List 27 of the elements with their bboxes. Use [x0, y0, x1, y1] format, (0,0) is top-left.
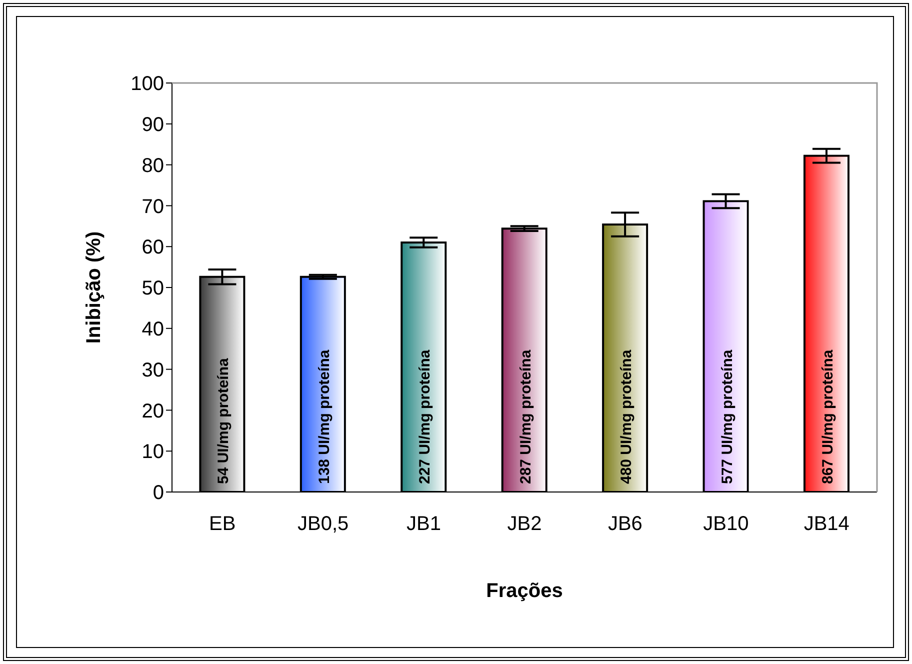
x-tick-label: JB0,5 [297, 513, 349, 535]
y-tick-label: 80 [142, 154, 164, 177]
x-axis-title: Frações [486, 580, 563, 602]
y-tick-label: 30 [142, 359, 164, 382]
x-tick-label: JB1 [406, 513, 442, 535]
y-tick-label: 40 [142, 318, 164, 340]
annotation: 227 UI/mg proteína [416, 349, 434, 484]
x-tick-label: JB2 [507, 513, 542, 535]
y-tick-label: 60 [142, 236, 164, 259]
y-tick-label: 0 [152, 482, 164, 504]
y-tick-label: 90 [142, 114, 164, 136]
annotation: 577 UI/mg proteína [718, 349, 736, 484]
x-tick-label: JB10 [703, 513, 749, 535]
annotation: 480 UI/mg proteína [618, 349, 636, 484]
y-tick-label: 10 [142, 441, 164, 464]
y-tick-label: 50 [142, 278, 164, 300]
x-tick-label: JB6 [608, 513, 642, 535]
y-tick-label: 100 [130, 73, 164, 96]
x-tick-label: EB [209, 513, 236, 535]
y-axis-title: Inibição (%) [83, 231, 105, 344]
x-tick-label: JB14 [804, 513, 850, 535]
annotation: 138 UI/mg proteína [316, 349, 333, 484]
y-tick-label: 70 [142, 196, 164, 218]
annotation: 867 UI/mg proteína [819, 349, 836, 484]
annotation: 287 UI/mg proteína [517, 349, 534, 484]
y-tick-label: 20 [142, 400, 164, 422]
annotation: 54 UI/mg proteína [215, 357, 232, 484]
